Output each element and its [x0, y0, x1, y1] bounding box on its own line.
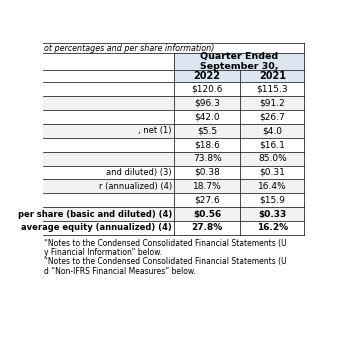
Text: $0.38: $0.38: [194, 168, 220, 177]
Text: $42.0: $42.0: [194, 113, 220, 121]
Bar: [174, 53, 304, 70]
Text: 18.7%: 18.7%: [193, 182, 222, 191]
Text: per share (basic and diluted) (4): per share (basic and diluted) (4): [18, 209, 172, 219]
Text: and diluted) (3): and diluted) (3): [106, 168, 172, 177]
Text: ot percentages and per share information): ot percentages and per share information…: [44, 44, 215, 53]
Text: 16.2%: 16.2%: [257, 223, 288, 233]
Text: y Financial Information” below.: y Financial Information” below.: [44, 248, 162, 257]
Bar: [42, 43, 304, 53]
Bar: [42, 124, 304, 138]
Text: 2021: 2021: [259, 71, 286, 81]
Text: , net (1): , net (1): [138, 126, 172, 135]
Text: “Notes to the Condensed Consolidated Financial Statements (U: “Notes to the Condensed Consolidated Fin…: [44, 257, 287, 266]
Text: “Notes to the Condensed Consolidated Financial Statements (U: “Notes to the Condensed Consolidated Fin…: [44, 239, 287, 248]
Text: 73.8%: 73.8%: [193, 154, 222, 163]
Text: $5.5: $5.5: [197, 126, 217, 135]
Bar: [42, 110, 304, 124]
Bar: [42, 82, 304, 96]
Text: $16.1: $16.1: [259, 140, 285, 149]
Text: 16.4%: 16.4%: [258, 182, 287, 191]
Text: $0.33: $0.33: [258, 209, 286, 219]
Text: $115.3: $115.3: [256, 85, 288, 94]
Text: d “Non-IFRS Financial Measures” below.: d “Non-IFRS Financial Measures” below.: [44, 267, 196, 275]
Bar: [174, 70, 240, 82]
Bar: [42, 207, 304, 221]
Text: $96.3: $96.3: [194, 99, 220, 108]
Bar: [42, 166, 304, 180]
Bar: [42, 96, 304, 110]
Text: 85.0%: 85.0%: [258, 154, 287, 163]
Bar: [42, 180, 304, 193]
Text: $0.31: $0.31: [259, 168, 285, 177]
Text: 27.8%: 27.8%: [191, 223, 223, 233]
Bar: [240, 70, 304, 82]
Bar: [42, 138, 304, 152]
Text: 2022: 2022: [194, 71, 221, 81]
Text: r (annualized) (4): r (annualized) (4): [99, 182, 172, 191]
Text: $91.2: $91.2: [259, 99, 285, 108]
Bar: [42, 221, 304, 235]
Text: $120.6: $120.6: [191, 85, 223, 94]
Text: $18.6: $18.6: [194, 140, 220, 149]
Text: $27.6: $27.6: [194, 196, 220, 205]
Text: $4.0: $4.0: [262, 126, 282, 135]
Text: $0.56: $0.56: [193, 209, 221, 219]
Text: $26.7: $26.7: [259, 113, 285, 121]
Text: average equity (annualized) (4): average equity (annualized) (4): [21, 223, 172, 233]
Text: $15.9: $15.9: [259, 196, 285, 205]
Bar: [42, 193, 304, 207]
Bar: [42, 152, 304, 166]
Text: Quarter Ended
September 30,: Quarter Ended September 30,: [200, 52, 278, 71]
